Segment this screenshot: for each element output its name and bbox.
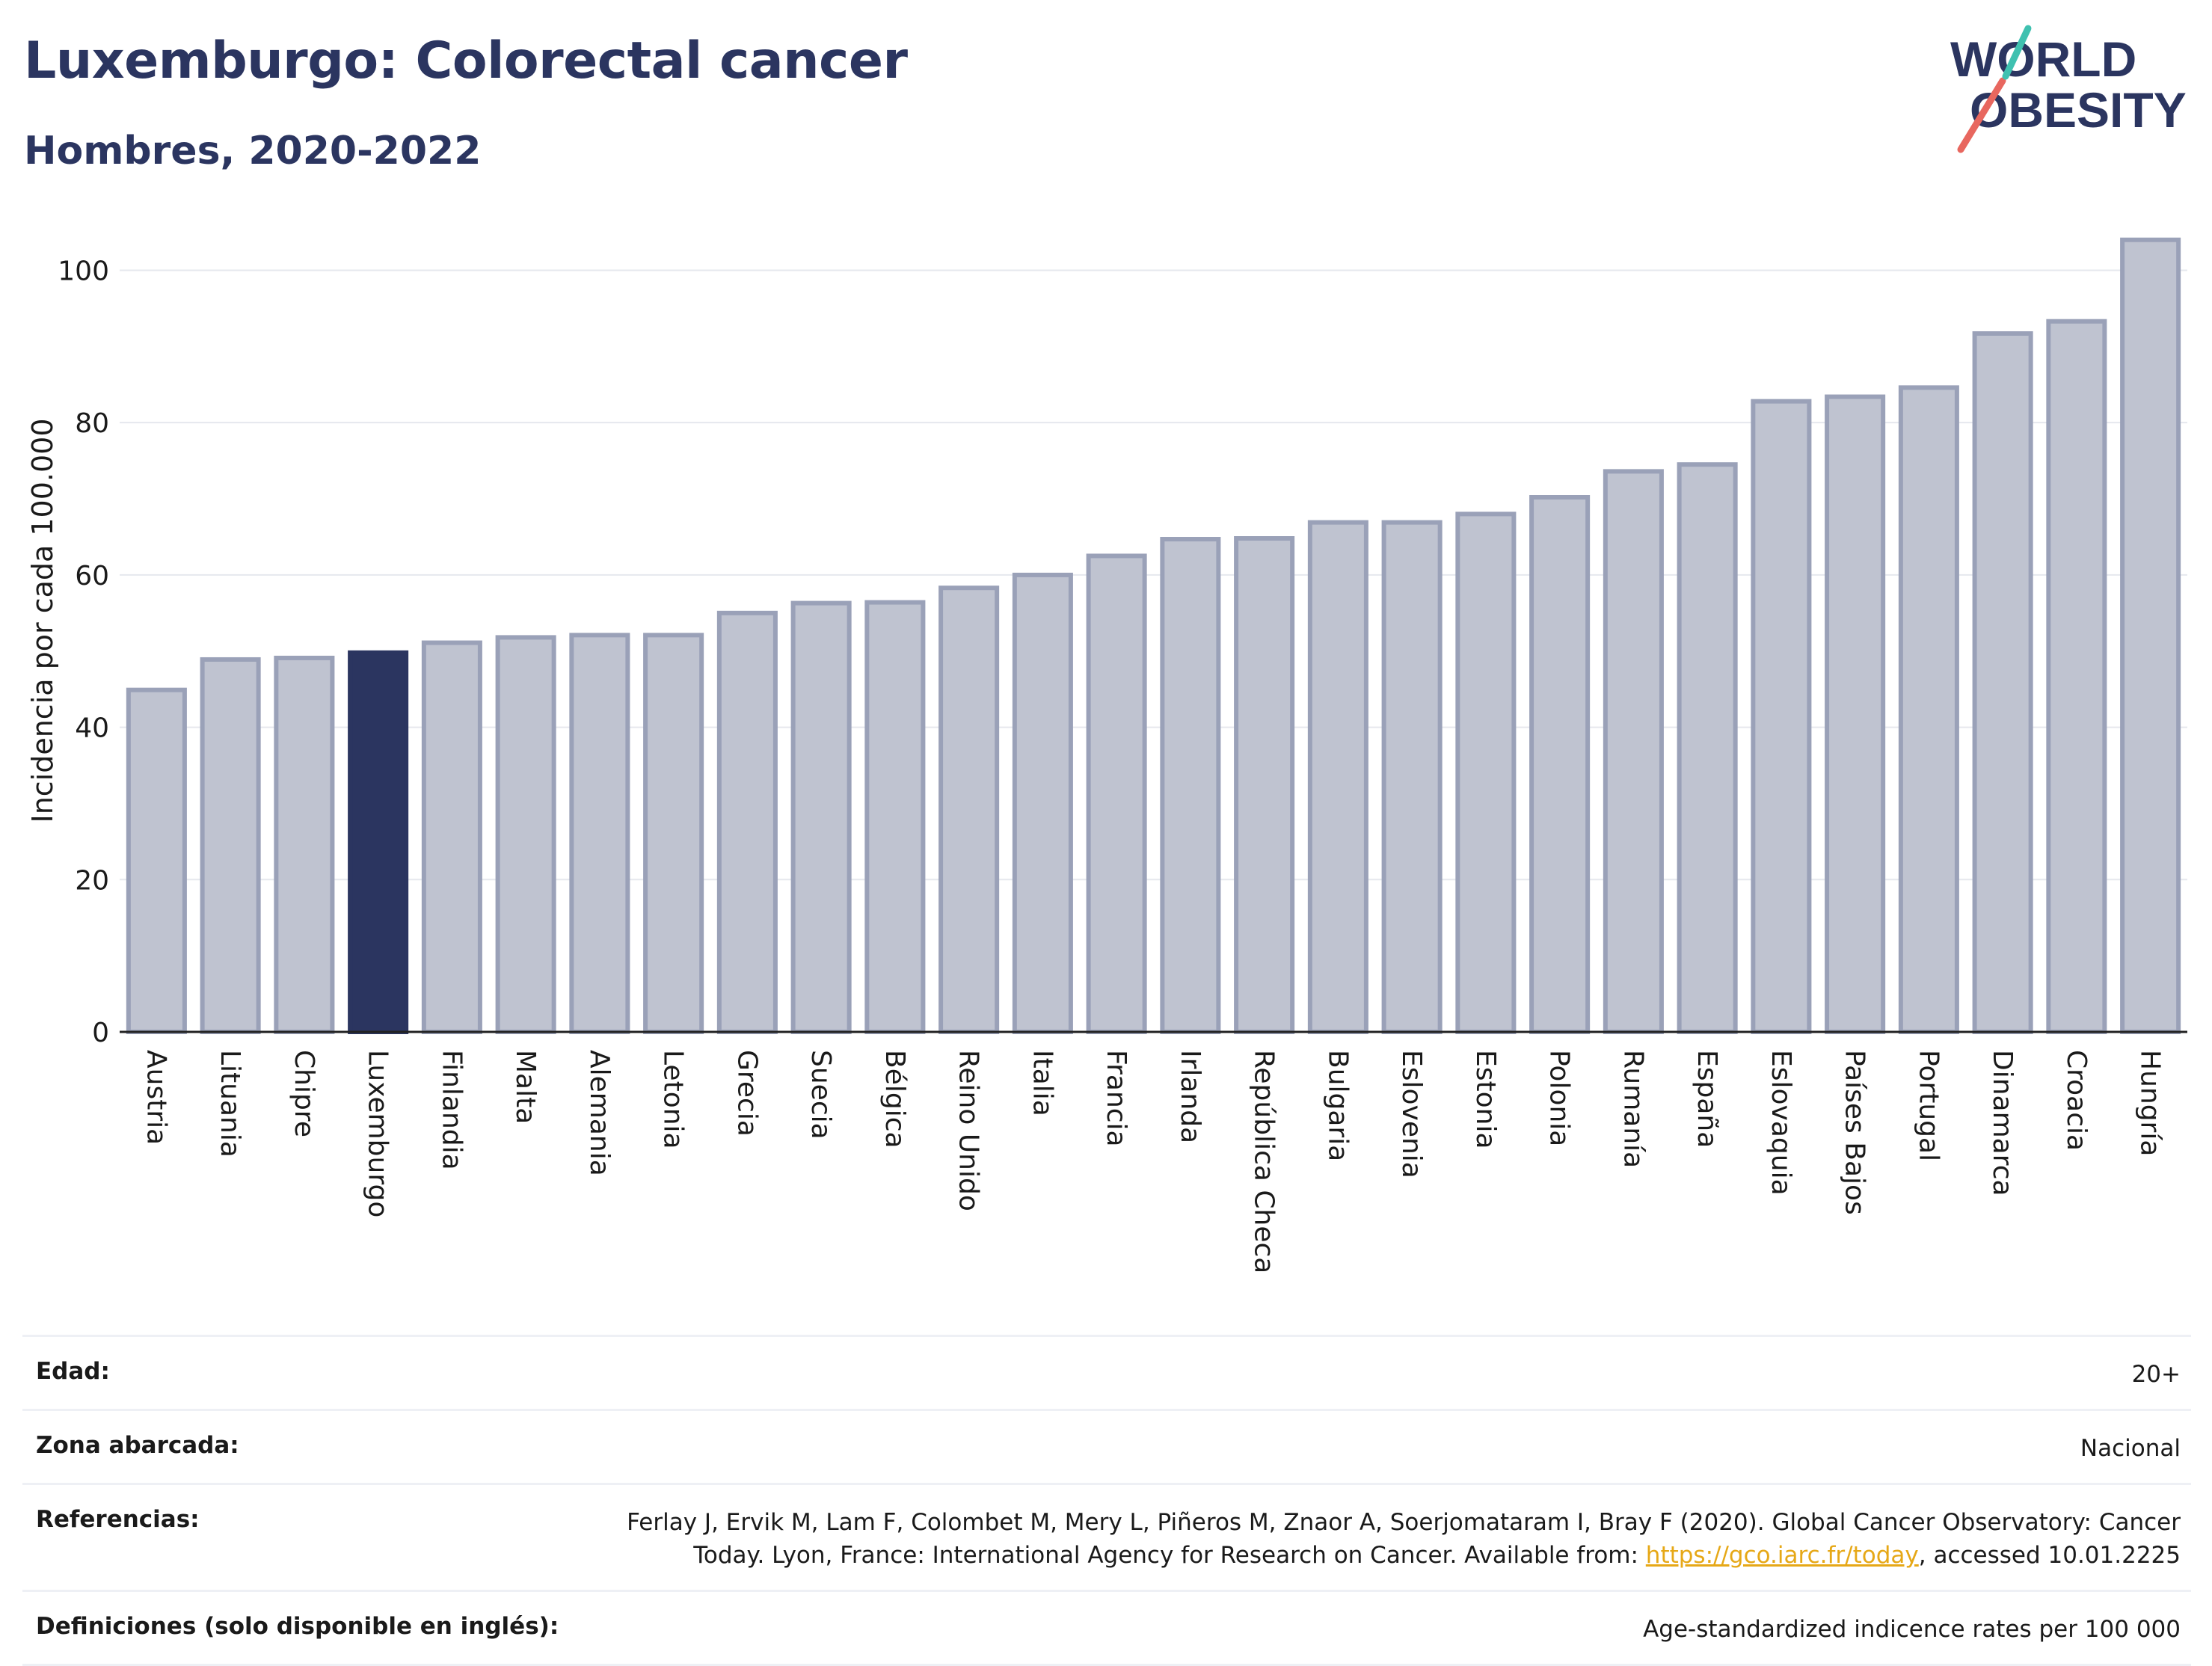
x-tick-label: Alemania <box>584 1050 615 1176</box>
references-label: Referencias: <box>36 1506 200 1533</box>
bar-hungría <box>2120 237 2181 1035</box>
x-tick-label: Bulgaria <box>1322 1050 1353 1161</box>
x-tick-label: Finlandia <box>436 1050 467 1170</box>
zone-label: Zona abarcada: <box>36 1432 239 1459</box>
x-tick-label: Eslovenia <box>1396 1050 1427 1178</box>
x-tick-label: Francia <box>1101 1050 1131 1147</box>
x-tick-label: Países Bajos <box>1840 1050 1870 1215</box>
info-row-age: Edad: 20+ <box>22 1335 2191 1409</box>
references-value: Ferlay J, Ervik M, Lam F, Colombet M, Me… <box>565 1506 2181 1572</box>
x-tick-label: Polonia <box>1544 1050 1575 1146</box>
x-tick-label: Estonia <box>1470 1050 1501 1149</box>
bar-suecia <box>790 600 852 1034</box>
bar-españa <box>1677 462 1738 1034</box>
age-label: Edad: <box>36 1358 110 1385</box>
x-tick-label: Rumanía <box>1617 1050 1648 1168</box>
x-tick-label: Dinamarca <box>1987 1050 2018 1196</box>
svg-text:OBESITY: OBESITY <box>1970 82 2187 138</box>
definitions-label: Definiciones (solo disponible en inglés)… <box>36 1613 559 1640</box>
page-title: Luxemburgo: Colorectal cancer <box>24 31 908 90</box>
bars <box>126 237 2181 1035</box>
bar-república-checa <box>1234 536 1295 1034</box>
bar-polonia <box>1529 495 1591 1034</box>
x-tick-label: Croacia <box>2061 1050 2092 1151</box>
zone-value: Nacional <box>2080 1435 2181 1462</box>
bar-grecia <box>716 610 778 1034</box>
y-tick-label: 40 <box>75 713 109 744</box>
x-tick-label: Malta <box>510 1050 541 1124</box>
bar-lituania <box>200 657 261 1034</box>
x-tick-label: España <box>1692 1050 1722 1148</box>
bar-finlandia <box>421 640 482 1034</box>
x-tick-label: República Checa <box>1249 1050 1279 1273</box>
x-tick-label: Eslovaquia <box>1766 1050 1796 1196</box>
references-text: Ferlay J, Ervik M, Lam F, Colombet M, Me… <box>627 1509 2181 1569</box>
x-tick-label: Chipre <box>289 1050 319 1137</box>
y-tick-label: 0 <box>92 1018 109 1048</box>
bar-malta <box>495 635 556 1034</box>
y-tick-label: 20 <box>75 865 109 896</box>
bar-austria <box>126 687 187 1034</box>
x-tick-label: Letonia <box>658 1050 689 1149</box>
x-tick-label: Austria <box>141 1050 171 1145</box>
x-tick-label: Portugal <box>1913 1050 1944 1161</box>
bar-rumanía <box>1603 469 1664 1034</box>
x-tick-label: Irlanda <box>1175 1050 1205 1143</box>
bar-bélgica <box>864 600 926 1034</box>
definitions-value: Age-standardized indicence rates per 100… <box>1643 1616 2181 1643</box>
x-tick-label: Lituania <box>215 1050 245 1158</box>
bar-chipre <box>274 655 335 1034</box>
info-row-references: Referencias: Ferlay J, Ervik M, Lam F, C… <box>22 1483 2191 1590</box>
info-table: Edad: 20+ Zona abarcada: Nacional Refere… <box>22 1335 2191 1666</box>
x-tick-label: Bélgica <box>879 1050 910 1149</box>
age-value: 20+ <box>2131 1361 2181 1388</box>
y-tick-label: 80 <box>75 408 109 439</box>
bar-eslovenia <box>1381 520 1443 1034</box>
y-axis-label: Incidencia por cada 100.000 <box>26 418 59 823</box>
x-tick-label: Hungría <box>2135 1050 2166 1156</box>
x-tick-label: Suecia <box>805 1050 836 1140</box>
bar-chart: 0 20 40 60 80 100 Austria Lituania Chipre Luxembu… <box>26 237 2187 1273</box>
x-tick-label: Grecia <box>731 1050 762 1137</box>
x-tick-label: Luxemburgo <box>363 1050 393 1217</box>
x-tick-label: Italia <box>1027 1050 1057 1116</box>
references-text-end: , accessed 10.01.2225 <box>1918 1542 2181 1569</box>
bar-croacia <box>2046 319 2107 1034</box>
y-tick-label: 60 <box>75 561 109 591</box>
bar-reino-unido <box>938 585 1000 1034</box>
page-subtitle: Hombres, 2020-2022 <box>24 129 482 173</box>
bar-italia <box>1012 572 1073 1034</box>
bar-alemania <box>569 633 630 1034</box>
bar-luxemburgo <box>348 650 409 1034</box>
bar-letonia <box>643 633 704 1034</box>
bar-portugal <box>1898 385 1959 1034</box>
world-obesity-logo: WORLD OBESITY <box>1950 25 2187 153</box>
bar-francia <box>1086 553 1147 1034</box>
references-link[interactable]: https://gco.iarc.fr/today <box>1645 1542 1919 1569</box>
x-tick-label: Reino Unido <box>953 1050 984 1211</box>
svg-text:WORLD: WORLD <box>1950 31 2136 87</box>
bar-países-bajos <box>1825 394 1886 1034</box>
bar-eslovaquia <box>1751 399 1812 1034</box>
info-row-zone: Zona abarcada: Nacional <box>22 1409 2191 1483</box>
axes: 0 20 40 60 80 100 Austria Lituania Chipre Luxembu… <box>58 256 2187 1273</box>
bar-dinamarca <box>1972 331 2033 1035</box>
bar-estonia <box>1455 511 1517 1034</box>
bar-irlanda <box>1160 537 1221 1034</box>
y-tick-label: 100 <box>58 256 109 286</box>
bar-bulgaria <box>1307 520 1368 1034</box>
